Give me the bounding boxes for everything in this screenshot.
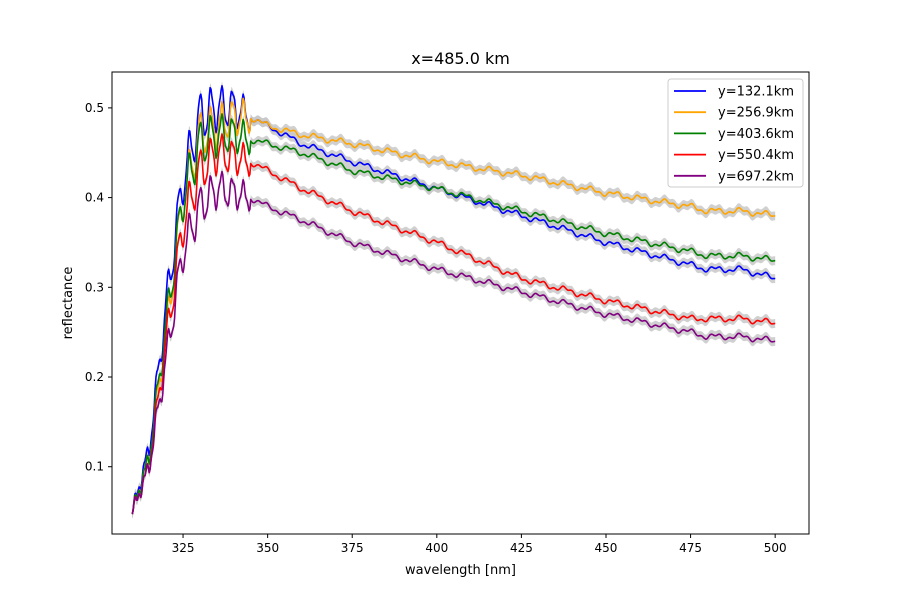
x-axis-ticks: 325 350 375 400 425 450 475 500: [172, 534, 787, 555]
plot-frame: [111, 71, 810, 535]
y-axis-ticks: 0.1 0.2 0.3 0.4 0.5: [85, 101, 112, 474]
chart-title: x=485.0 km: [411, 49, 510, 68]
x-tick-label-3: 400: [425, 541, 448, 555]
y-tick-label-1: 0.2: [85, 370, 104, 384]
legend-frame: [667, 78, 804, 188]
y-tick-label-3: 0.4: [85, 191, 104, 205]
legend-entry-3: y=550.4km: [718, 148, 794, 163]
uncertainty-band-3: [132, 129, 776, 519]
series-line-1: [131, 97, 776, 515]
y-tick-label-0: 0.1: [85, 460, 104, 474]
uncertainty-bands: [132, 81, 776, 519]
legend-entry-1: y=256.9km: [718, 106, 794, 121]
x-tick-label-4: 425: [510, 541, 533, 555]
legend: y=132.1km y=256.9km y=403.6km y=550.4km y=69…: [667, 78, 804, 188]
legend-entry-2: y=403.6km: [718, 127, 794, 142]
y-tick-label-4: 0.5: [85, 101, 104, 115]
series-line-3: [131, 133, 776, 515]
series-line-2: [131, 113, 776, 515]
x-axis-label: wavelength [nm]: [405, 563, 516, 578]
x-tick-label-6: 475: [679, 541, 702, 555]
legend-entry-0: y=132.1km: [718, 85, 794, 100]
uncertainty-band-2: [132, 109, 776, 519]
x-tick-label-2: 375: [341, 541, 364, 555]
y-axis-label: reflectance: [61, 267, 76, 340]
x-tick-label-1: 350: [256, 541, 279, 555]
legend-entry-4: y=697.2km: [718, 169, 794, 184]
x-tick-label-5: 450: [595, 541, 618, 555]
uncertainty-band-4: [132, 167, 776, 519]
y-tick-label-2: 0.3: [85, 280, 104, 294]
series-line-4: [131, 170, 776, 515]
x-tick-label-7: 500: [764, 541, 787, 555]
series-lines: [131, 85, 776, 515]
x-tick-label-0: 325: [172, 541, 195, 555]
